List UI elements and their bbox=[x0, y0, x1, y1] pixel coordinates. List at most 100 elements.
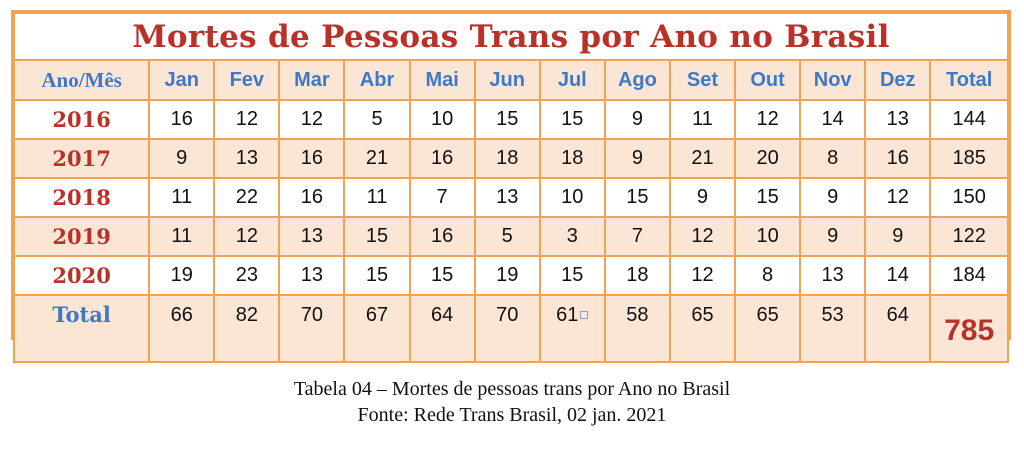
month-total-value: 65 bbox=[691, 304, 714, 326]
table-cell: 7 bbox=[603, 216, 671, 257]
table-cell: 12 bbox=[213, 99, 281, 140]
month-total-cell: 58 bbox=[603, 294, 671, 363]
table-cell: 7 bbox=[408, 177, 476, 218]
month-total-value: 65 bbox=[756, 304, 779, 326]
table-cell: 15 bbox=[408, 255, 476, 296]
table-cell: 18 bbox=[603, 255, 671, 296]
table-cell: 10 bbox=[538, 177, 606, 218]
month-total-cell: 64 bbox=[864, 294, 932, 363]
table-cell: 10 bbox=[408, 99, 476, 140]
table-cell: 12 bbox=[668, 216, 737, 257]
table-cell: 8 bbox=[799, 138, 867, 179]
table-cell: 20 bbox=[734, 138, 802, 179]
table-cell: 13 bbox=[278, 216, 346, 257]
table-title: Mortes de Pessoas Trans por Ano no Brasi… bbox=[13, 12, 1009, 61]
table-cell: 14 bbox=[864, 255, 932, 296]
month-total-cell: 66 bbox=[148, 294, 216, 363]
comment-marker-icon[interactable] bbox=[580, 310, 589, 319]
month-total-value: 58 bbox=[626, 304, 649, 326]
table-cell: 11 bbox=[668, 99, 737, 140]
table-row: 2018 11 22 16 11 7 13 10 15 9 15 9 12 150 bbox=[12, 177, 1009, 218]
month-total-value: 53 bbox=[821, 304, 844, 326]
month-total-cell: 67 bbox=[343, 294, 411, 363]
header-month: Mar bbox=[278, 59, 346, 101]
table-cell: 16 bbox=[278, 138, 346, 179]
header-month: Abr bbox=[343, 59, 411, 101]
row-total-cell: 122 bbox=[929, 216, 1009, 257]
row-year-label: 2019 bbox=[12, 216, 151, 257]
header-month: Jan bbox=[148, 59, 216, 101]
table-cell: 5 bbox=[473, 216, 541, 257]
month-total-value: 70 bbox=[300, 304, 324, 326]
grand-total-cell: 785 bbox=[929, 294, 1009, 363]
table-cell: 15 bbox=[603, 177, 671, 218]
table-cell: 12 bbox=[864, 177, 932, 218]
deaths-table: Mortes de Pessoas Trans por Ano no Brasi… bbox=[12, 12, 1009, 363]
header-month: Jun bbox=[473, 59, 541, 101]
header-month: Fev bbox=[213, 59, 281, 101]
deaths-table-container: Mortes de Pessoas Trans por Ano no Brasi… bbox=[11, 10, 1011, 363]
table-cell: 12 bbox=[213, 216, 281, 257]
table-cell: 12 bbox=[278, 99, 346, 140]
table-cell: 11 bbox=[148, 177, 216, 218]
table-cell: 21 bbox=[343, 138, 411, 179]
header-month: Jul bbox=[538, 59, 606, 101]
header-month: Out bbox=[734, 59, 802, 101]
table-cell: 9 bbox=[603, 138, 671, 179]
table-caption: Tabela 04 – Mortes de pessoas trans por … bbox=[293, 378, 731, 400]
month-total-cell: 64 bbox=[408, 294, 476, 363]
month-total-value: 82 bbox=[235, 304, 258, 326]
month-total-cell: 82 bbox=[213, 294, 281, 363]
table-cell: 16 bbox=[278, 177, 346, 218]
month-total-value: 64 bbox=[886, 304, 909, 326]
table-cell: 13 bbox=[473, 177, 541, 218]
header-month: Dez bbox=[864, 59, 932, 101]
table-cell: 21 bbox=[668, 138, 737, 179]
month-total-cell: 53 bbox=[799, 294, 867, 363]
table-cell: 23 bbox=[213, 255, 281, 296]
month-total-cell: 65 bbox=[668, 294, 737, 363]
table-cell: 9 bbox=[668, 177, 737, 218]
table-cell: 16 bbox=[408, 138, 476, 179]
table-cell: 15 bbox=[734, 177, 802, 218]
table-cell: 13 bbox=[278, 255, 346, 296]
month-total-cell: 70 bbox=[473, 294, 541, 363]
table-cell: 19 bbox=[148, 255, 216, 296]
header-month: Set bbox=[668, 59, 737, 101]
table-cell: 19 bbox=[473, 255, 541, 296]
table-cell: 13 bbox=[864, 99, 932, 140]
row-total-cell: 150 bbox=[929, 177, 1009, 218]
table-cell: 15 bbox=[343, 216, 411, 257]
table-header-row: Ano/Mês Jan Fev Mar Abr Mai Jun Jul Ago Set Out No… bbox=[12, 59, 1009, 101]
table-cell: 10 bbox=[734, 216, 802, 257]
header-month: Ago bbox=[603, 59, 671, 101]
table-cell: 9 bbox=[148, 138, 216, 179]
totals-row-label: Total bbox=[12, 294, 151, 363]
row-total-cell: 144 bbox=[929, 99, 1009, 140]
table-cell: 12 bbox=[668, 255, 737, 296]
header-month: Mai bbox=[408, 59, 476, 101]
table-cell: 9 bbox=[603, 99, 671, 140]
month-total-cell: 70 bbox=[278, 294, 346, 363]
table-cell: 15 bbox=[538, 99, 606, 140]
table-cell: 9 bbox=[799, 216, 867, 257]
table-cell: 5 bbox=[343, 99, 411, 140]
month-total-value: 70 bbox=[496, 304, 519, 326]
month-total-cell: 61 bbox=[538, 294, 606, 363]
table-cell: 15 bbox=[343, 255, 411, 296]
table-row: 2017 9 13 16 21 16 18 18 9 21 20 8 16 185 bbox=[12, 138, 1009, 179]
table-row: 2016 16 12 12 5 10 15 15 9 11 12 14 13 144 bbox=[12, 99, 1009, 140]
table-row: 2020 19 23 13 15 15 19 15 18 12 8 13 14 184 bbox=[12, 255, 1009, 296]
table-cell: 9 bbox=[799, 177, 867, 218]
table-cell: 18 bbox=[538, 138, 606, 179]
row-year-label: 2016 bbox=[12, 99, 151, 140]
table-cell: 13 bbox=[799, 255, 867, 296]
table-cell: 18 bbox=[473, 138, 541, 179]
month-total-value: 61 bbox=[556, 304, 579, 326]
month-total-value: 67 bbox=[365, 304, 389, 326]
table-cell: 16 bbox=[408, 216, 476, 257]
table-cell: 16 bbox=[148, 99, 216, 140]
month-total-value: 64 bbox=[430, 304, 454, 326]
table-row: 2019 11 12 13 15 16 5 3 7 12 10 9 9 122 bbox=[12, 216, 1009, 257]
table-source: Fonte: Rede Trans Brasil, 02 jan. 2021 bbox=[357, 404, 667, 426]
